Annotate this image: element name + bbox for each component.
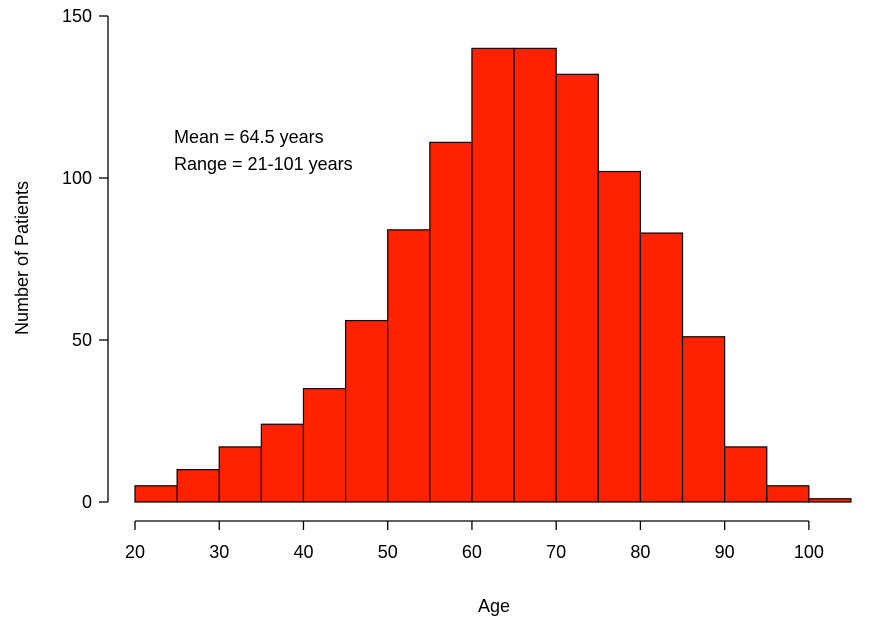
histogram-bar-85-90: [681, 336, 726, 503]
histogram-bar-90-95: [724, 446, 768, 503]
x-tick-label-20: 20: [125, 542, 145, 562]
y-tick-label-0: 0: [82, 492, 92, 512]
annotation-mean: Mean = 64.5 years: [174, 127, 324, 147]
y-axis: 0 50 100 150: [62, 6, 109, 512]
x-axis-label: Age: [478, 596, 510, 616]
x-tick-label-40: 40: [293, 542, 313, 562]
histogram-bar-55-60: [429, 141, 473, 503]
x-tick-label-70: 70: [546, 542, 566, 562]
y-tick-label-50: 50: [72, 330, 92, 350]
histogram-bar-25-30: [176, 469, 220, 503]
x-axis-ticks: 20 30 40 50 60 70 80 90 100: [125, 521, 824, 562]
y-tick-label-150: 150: [62, 6, 92, 26]
y-tick-label-100: 100: [62, 168, 92, 188]
x-tick-label-60: 60: [462, 542, 482, 562]
histogram-bar-50-55: [387, 229, 431, 503]
x-tick-label-100: 100: [794, 542, 824, 562]
histogram-bar-60-65: [471, 47, 515, 503]
histogram-bar-65-70: [513, 47, 557, 503]
x-tick-label-30: 30: [209, 542, 229, 562]
y-axis-ticks: 0 50 100 150: [62, 6, 108, 512]
histogram-bar-95-100: [766, 485, 810, 503]
histogram-bar-80-85: [639, 232, 684, 503]
histogram-bar-75-80: [597, 170, 642, 503]
histogram-bar-45-50: [344, 319, 389, 503]
histogram-bars: [134, 47, 852, 503]
y-axis-label: Number of Patients: [12, 181, 32, 335]
histogram-bar-30-35: [218, 446, 262, 503]
histogram-bar-20-25: [134, 485, 178, 503]
annotation-range: Range = 21-101 years: [174, 154, 353, 174]
x-tick-label-90: 90: [715, 542, 735, 562]
histogram-bar-70-75: [555, 73, 599, 503]
x-tick-label-80: 80: [630, 542, 650, 562]
histogram-bar-100-105: [808, 498, 852, 503]
x-tick-label-50: 50: [378, 542, 398, 562]
x-axis: 20 30 40 50 60 70 80 90 100: [125, 520, 824, 562]
histogram-bar-35-40: [260, 423, 305, 503]
histogram-bar-40-45: [302, 388, 347, 503]
